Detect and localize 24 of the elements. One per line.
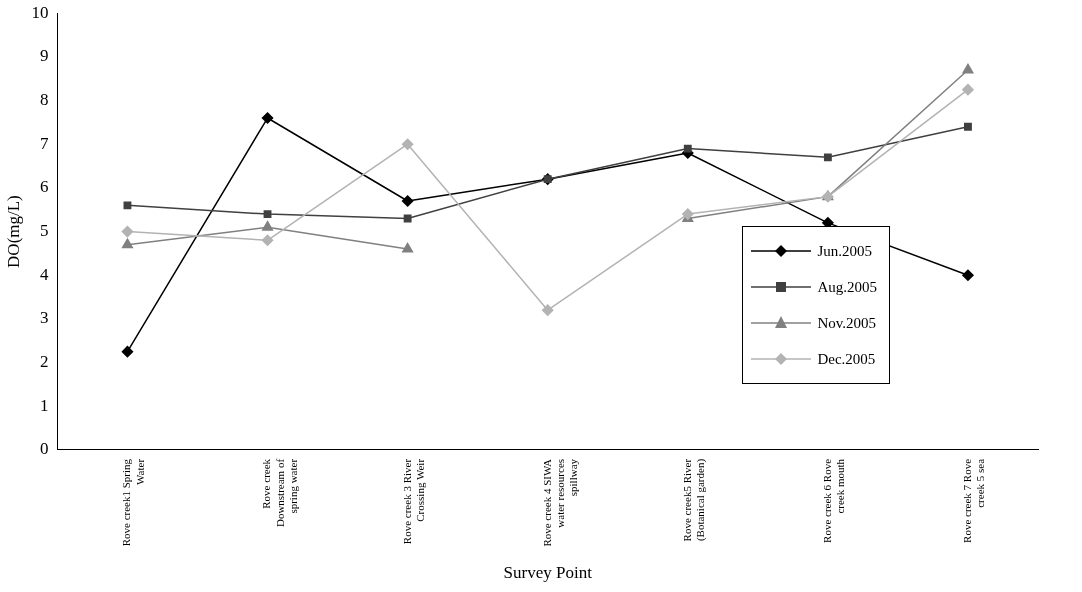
y-axis-title: DO(mg/L) (3, 195, 23, 268)
y-tick-label: 6 (39, 177, 49, 197)
legend-label: Dec.2005 (817, 350, 876, 368)
x-axis-title: Survey Point (503, 563, 593, 583)
x-tick-label: Rove creek 7 Rove creek 5 sea (960, 458, 987, 543)
x-tick-label: Rove creek 6 Rove creek mouth (820, 458, 846, 543)
y-tick-label: 0 (39, 439, 49, 459)
y-tick-label: 2 (39, 352, 49, 372)
x-tick-label: Rove creek 3 River Crossing Weir (400, 458, 426, 545)
x-tick-label: Rove creek1 Spring Water (120, 458, 146, 547)
y-tick-label: 9 (39, 46, 49, 66)
legend-label: Aug.2005 (817, 278, 877, 296)
y-tick-label: 10 (31, 2, 49, 22)
x-tick-label: Rove creek5 River (Botanical garden) (680, 458, 707, 542)
y-tick-label: 3 (39, 308, 49, 328)
y-tick-label: 1 (39, 395, 49, 415)
x-tick-label: Rove creek 4 SIWA water resources spillway (540, 458, 579, 547)
x-tick-label: Rove creek Downstream of spring water (260, 458, 299, 528)
legend-label: Jun.2005 (817, 242, 872, 260)
y-tick-label: 7 (39, 133, 49, 153)
legend-label: Nov.2005 (817, 314, 877, 332)
y-tick-label: 8 (39, 90, 49, 110)
y-tick-label: 5 (39, 221, 49, 241)
y-tick-label: 4 (39, 264, 49, 284)
